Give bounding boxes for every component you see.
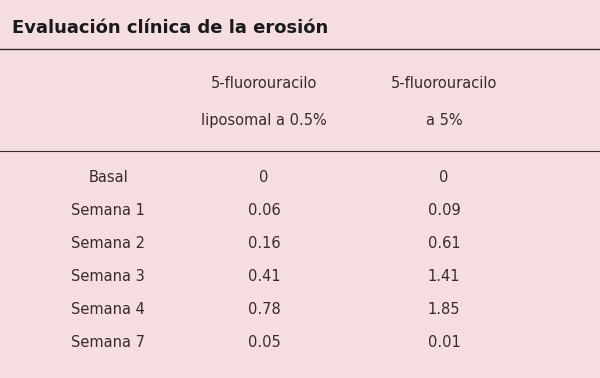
Text: 0.09: 0.09 [428, 203, 460, 218]
Text: 5-fluorouracilo: 5-fluorouracilo [211, 76, 317, 91]
Text: 1.85: 1.85 [428, 302, 460, 317]
Text: 0.06: 0.06 [248, 203, 280, 218]
Text: 0.16: 0.16 [248, 236, 280, 251]
Text: Evaluación clínica de la erosión: Evaluación clínica de la erosión [12, 19, 328, 37]
Text: 5-fluorouracilo: 5-fluorouracilo [391, 76, 497, 91]
Text: 0.05: 0.05 [248, 335, 280, 350]
Text: a 5%: a 5% [425, 113, 463, 129]
Text: Semana 1: Semana 1 [71, 203, 145, 218]
Text: Semana 7: Semana 7 [71, 335, 145, 350]
Text: liposomal a 0.5%: liposomal a 0.5% [201, 113, 327, 129]
Text: 0: 0 [259, 170, 269, 185]
Text: Basal: Basal [88, 170, 128, 185]
Text: 0.78: 0.78 [248, 302, 280, 317]
Text: Semana 3: Semana 3 [71, 269, 145, 284]
Text: 0: 0 [439, 170, 449, 185]
Text: Semana 4: Semana 4 [71, 302, 145, 317]
Text: 0.01: 0.01 [428, 335, 460, 350]
Text: 1.41: 1.41 [428, 269, 460, 284]
Text: Semana 2: Semana 2 [71, 236, 145, 251]
Text: 0.61: 0.61 [428, 236, 460, 251]
Text: 0.41: 0.41 [248, 269, 280, 284]
